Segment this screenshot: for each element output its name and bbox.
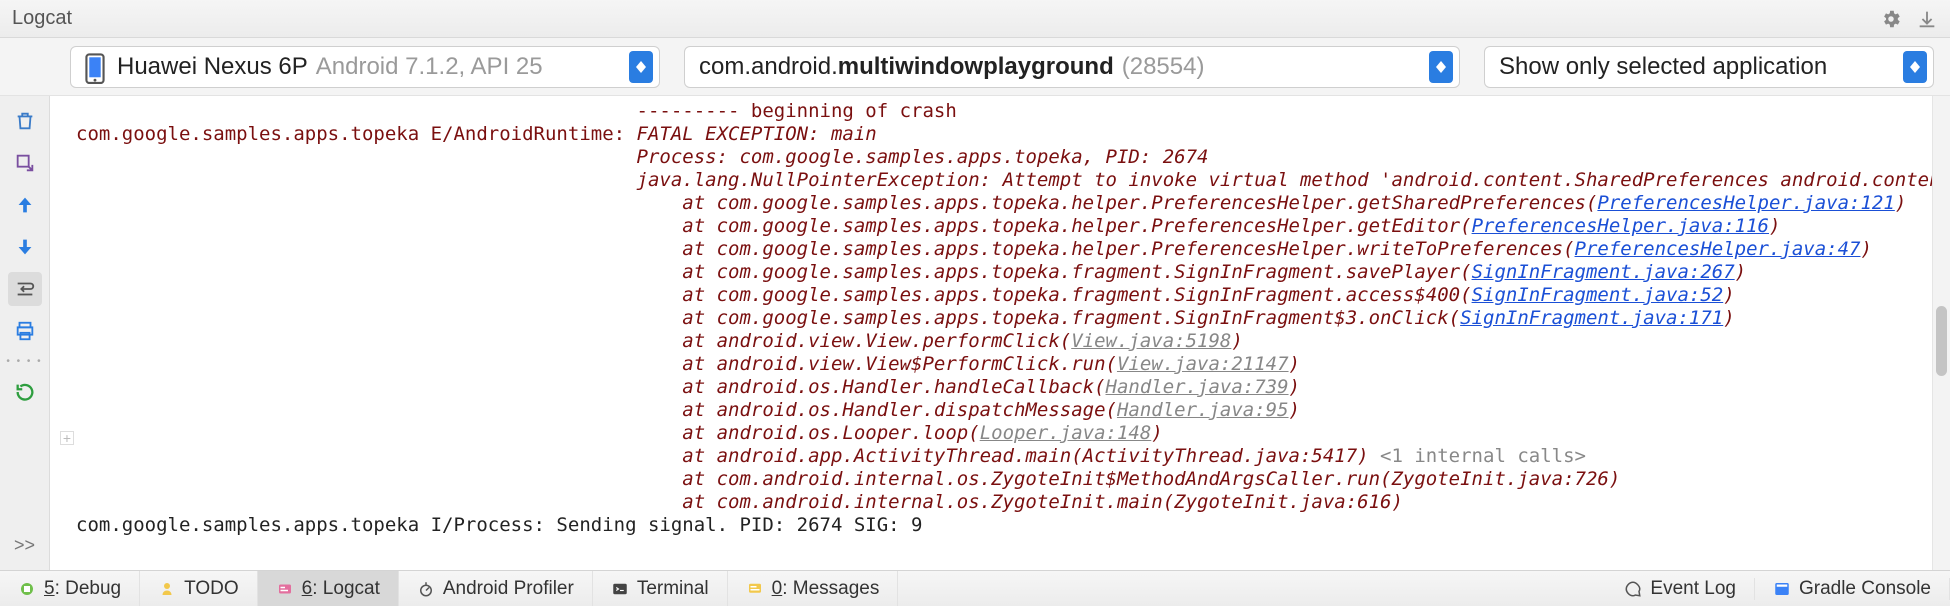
bottom-tab-logcat[interactable]: 6: Logcat [258, 571, 399, 606]
scrollbar-thumb[interactable] [1936, 306, 1947, 376]
device-icon [85, 53, 105, 81]
tab-icon [276, 580, 294, 598]
log-text: --------- beginning of crash com.google.… [50, 96, 1932, 537]
app-selector[interactable]: com.android.multiwindowplayground (28554… [684, 46, 1460, 88]
expand-icon[interactable]: >> [14, 535, 35, 556]
app-pkg-bold: multiwindowplayground [838, 53, 1114, 81]
logcat-panel: Logcat Huawei Nexus 6P Android 7.1.2, AP… [0, 0, 1950, 606]
titlebar: Logcat [0, 0, 1950, 38]
tab-icon [611, 580, 629, 598]
filter-label: Show only selected application [1499, 53, 1827, 81]
device-spin[interactable] [629, 51, 653, 83]
print-icon[interactable] [8, 314, 42, 348]
bottom-tab-eventlog[interactable]: Event Log [1606, 578, 1755, 600]
soft-wrap-icon[interactable] [8, 272, 42, 306]
device-name: Huawei Nexus 6P [117, 53, 308, 81]
fold-icon[interactable]: + [60, 431, 74, 445]
gear-icon[interactable] [1880, 8, 1902, 30]
filter-selector[interactable]: Show only selected application [1484, 46, 1934, 88]
bottom-bar: 5: DebugTODO6: LogcatAndroid ProfilerTer… [0, 570, 1950, 606]
titlebar-actions [1880, 0, 1938, 37]
panel-title: Logcat [12, 7, 72, 30]
restart-icon[interactable] [8, 375, 42, 409]
body: • • • • >> + --------- beginning of cras… [0, 96, 1950, 570]
tab-icon [746, 580, 764, 598]
tab-icon [417, 580, 435, 598]
bottom-tab-terminal[interactable]: Terminal [593, 571, 728, 606]
more-icon: • • • • [6, 356, 42, 367]
scrollbar[interactable] [1932, 96, 1950, 570]
bottom-tab-todo[interactable]: TODO [140, 571, 258, 606]
selector-row: Huawei Nexus 6P Android 7.1.2, API 25 co… [0, 38, 1950, 96]
bottom-tab-debug[interactable]: 5: Debug [0, 571, 140, 606]
bottom-tab-androidprofiler[interactable]: Android Profiler [399, 571, 593, 606]
app-pkg-prefix: com.android. [699, 53, 838, 81]
app-spin[interactable] [1429, 51, 1453, 83]
log-area[interactable]: + --------- beginning of crash com.googl… [50, 96, 1932, 570]
tab-icon [1773, 580, 1791, 598]
up-arrow-icon[interactable] [8, 188, 42, 222]
left-toolbar: • • • • >> [0, 96, 50, 570]
app-pid: (28554) [1122, 53, 1205, 81]
device-selector[interactable]: Huawei Nexus 6P Android 7.1.2, API 25 [70, 46, 660, 88]
tab-icon [1624, 580, 1642, 598]
filter-spin[interactable] [1903, 51, 1927, 83]
trash-icon[interactable] [8, 104, 42, 138]
bottom-tab-gradleconsole[interactable]: Gradle Console [1755, 578, 1950, 600]
down-arrow-icon[interactable] [8, 230, 42, 264]
hide-icon[interactable] [1916, 8, 1938, 30]
tab-icon [158, 580, 176, 598]
scroll-end-icon[interactable] [8, 146, 42, 180]
tab-icon [18, 580, 36, 598]
bottom-tab-messages[interactable]: 0: Messages [728, 571, 899, 606]
device-sub: Android 7.1.2, API 25 [316, 53, 543, 81]
